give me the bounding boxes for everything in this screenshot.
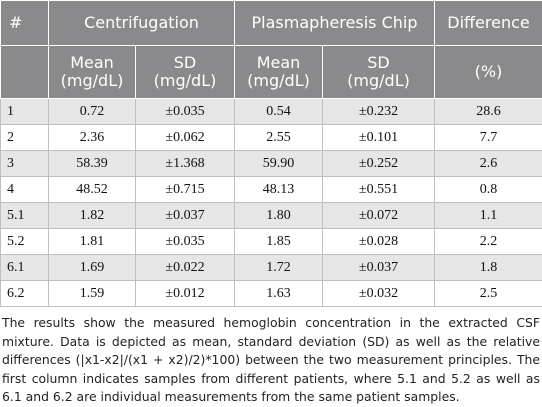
table-row: 5.1 1.82 ±0.037 1.80 ±0.072 1.1 [1, 203, 542, 229]
cell-pc-sd: ±0.037 [323, 255, 435, 281]
cell-pc-mean: 1.63 [235, 281, 323, 307]
cell-cf-sd: ±0.022 [136, 255, 235, 281]
table-row: 4 48.52 ±0.715 48.13 ±0.551 0.8 [1, 177, 542, 203]
cell-sample-id: 5.2 [1, 229, 49, 255]
header-index-blank [1, 46, 49, 99]
header-row-groups: # Centrifugation Plasmapheresis Chip Dif… [1, 1, 542, 46]
cell-cf-sd: ±0.715 [136, 177, 235, 203]
table-row: 2 2.36 ±0.062 2.55 ±0.101 7.7 [1, 125, 542, 151]
cell-difference: 1.8 [435, 255, 542, 281]
table-row: 5.2 1.81 ±0.035 1.85 ±0.028 2.2 [1, 229, 542, 255]
cell-sample-id: 6.2 [1, 281, 49, 307]
header-cf-mean-label: Mean [49, 54, 135, 72]
cell-difference: 28.6 [435, 99, 542, 125]
cell-cf-mean: 0.72 [49, 99, 136, 125]
cell-difference: 7.7 [435, 125, 542, 151]
header-cf-sd-unit: (mg/dL) [136, 72, 234, 90]
header-pc-sd-unit: (mg/dL) [323, 72, 434, 90]
cell-cf-sd: ±0.062 [136, 125, 235, 151]
header-pc-mean-label: Mean [235, 54, 322, 72]
cell-cf-mean: 1.59 [49, 281, 136, 307]
cell-cf-sd: ±0.012 [136, 281, 235, 307]
cell-pc-mean: 1.85 [235, 229, 323, 255]
cell-pc-mean: 1.80 [235, 203, 323, 229]
cell-pc-sd: ±0.028 [323, 229, 435, 255]
cell-cf-sd: ±1.368 [136, 151, 235, 177]
cell-pc-mean: 48.13 [235, 177, 323, 203]
cell-cf-sd: ±0.037 [136, 203, 235, 229]
cell-difference: 0.8 [435, 177, 542, 203]
cell-sample-id: 5.1 [1, 203, 49, 229]
cell-sample-id: 1 [1, 99, 49, 125]
cell-sample-id: 2 [1, 125, 49, 151]
cell-pc-sd: ±0.551 [323, 177, 435, 203]
cell-difference: 2.5 [435, 281, 542, 307]
cell-pc-sd: ±0.072 [323, 203, 435, 229]
cell-pc-sd: ±0.032 [323, 281, 435, 307]
cell-cf-mean: 2.36 [49, 125, 136, 151]
table-header: # Centrifugation Plasmapheresis Chip Dif… [1, 1, 542, 99]
header-pc-mean: Mean (mg/dL) [235, 46, 323, 99]
header-row-units: Mean (mg/dL) SD (mg/dL) Mean (mg/dL) SD … [1, 46, 542, 99]
header-plasmapheresis-chip: Plasmapheresis Chip [235, 1, 435, 46]
header-difference: Difference [435, 1, 542, 46]
header-cf-sd-label: SD [136, 54, 234, 72]
header-cf-sd: SD (mg/dL) [136, 46, 235, 99]
header-centrifugation: Centrifugation [49, 1, 235, 46]
cell-pc-mean: 0.54 [235, 99, 323, 125]
cell-pc-mean: 59.90 [235, 151, 323, 177]
results-table: # Centrifugation Plasmapheresis Chip Dif… [0, 0, 542, 307]
cell-difference: 1.1 [435, 203, 542, 229]
header-pc-mean-unit: (mg/dL) [235, 72, 322, 90]
cell-pc-mean: 2.55 [235, 125, 323, 151]
cell-cf-sd: ±0.035 [136, 99, 235, 125]
cell-sample-id: 3 [1, 151, 49, 177]
table-row: 1 0.72 ±0.035 0.54 ±0.232 28.6 [1, 99, 542, 125]
header-difference-unit: (%) [435, 46, 542, 99]
header-pc-sd: SD (mg/dL) [323, 46, 435, 99]
table-body: 1 0.72 ±0.035 0.54 ±0.232 28.6 2 2.36 ±0… [1, 99, 542, 307]
header-index: # [1, 1, 49, 46]
table-row: 6.2 1.59 ±0.012 1.63 ±0.032 2.5 [1, 281, 542, 307]
cell-sample-id: 4 [1, 177, 49, 203]
cell-cf-mean: 58.39 [49, 151, 136, 177]
cell-pc-sd: ±0.232 [323, 99, 435, 125]
header-cf-mean-unit: (mg/dL) [49, 72, 135, 90]
cell-difference: 2.2 [435, 229, 542, 255]
table-row: 3 58.39 ±1.368 59.90 ±0.252 2.6 [1, 151, 542, 177]
cell-cf-mean: 48.52 [49, 177, 136, 203]
cell-sample-id: 6.1 [1, 255, 49, 281]
table-row: 6.1 1.69 ±0.022 1.72 ±0.037 1.8 [1, 255, 542, 281]
cell-pc-sd: ±0.252 [323, 151, 435, 177]
header-cf-mean: Mean (mg/dL) [49, 46, 136, 99]
cell-pc-sd: ±0.101 [323, 125, 435, 151]
table-caption: The results show the measured hemoglobin… [0, 307, 542, 407]
cell-cf-mean: 1.69 [49, 255, 136, 281]
cell-cf-mean: 1.81 [49, 229, 136, 255]
header-pc-sd-label: SD [323, 54, 434, 72]
cell-difference: 2.6 [435, 151, 542, 177]
cell-cf-mean: 1.82 [49, 203, 136, 229]
cell-pc-mean: 1.72 [235, 255, 323, 281]
cell-cf-sd: ±0.035 [136, 229, 235, 255]
